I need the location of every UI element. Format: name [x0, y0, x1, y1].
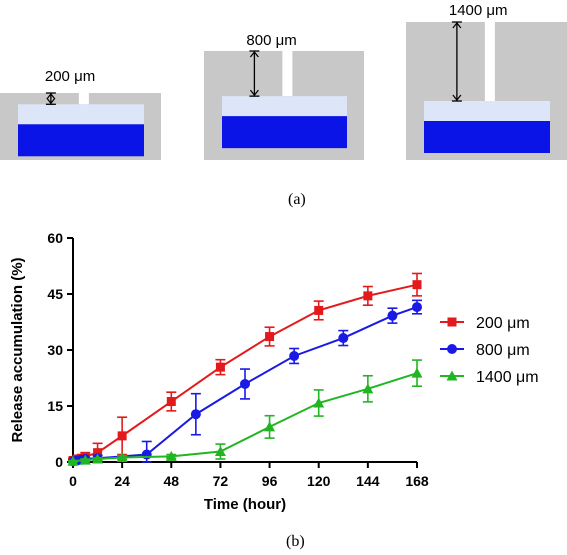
arrowhead-up — [46, 93, 56, 100]
release-chart: 0 24 48 72 96 120 144 168 0 15 30 45 60 Time (hour) Re… — [9, 230, 539, 513]
data-point-triangle — [79, 454, 91, 465]
device-3: 1400 μm — [406, 2, 567, 160]
data-point-circle — [289, 350, 300, 361]
x-tick-label: 72 — [213, 473, 229, 489]
device-1: 200 μm — [0, 68, 161, 160]
data-point-circle — [412, 302, 422, 313]
x-tick-label: 120 — [307, 473, 331, 489]
panel-a-caption: (a) — [288, 191, 306, 208]
data-point-circle — [338, 333, 349, 344]
legend-label: 800 μm — [476, 342, 530, 359]
data-point-circle — [190, 409, 201, 420]
data-point-triangle — [313, 397, 325, 408]
channel — [282, 51, 293, 97]
y-tick-label: 30 — [47, 342, 63, 358]
arrowhead-down — [46, 97, 56, 105]
data-point-triangle — [214, 446, 226, 457]
reservoir-light-layer — [222, 96, 347, 117]
panel-a-schematic: 200 μm 800 μm 1400 μm — [0, 0, 567, 190]
series-2 — [68, 299, 422, 467]
data-point-triangle — [264, 421, 276, 432]
legend-label: 1400 μm — [476, 369, 539, 386]
schematic-diagram: 200 μm 800 μm 1400 μm — [0, 2, 567, 160]
arrowhead-down — [249, 89, 259, 97]
x-tick-label: 0 — [69, 473, 77, 489]
x-tick-label: 144 — [356, 473, 380, 489]
device-2: 800 μm — [204, 32, 364, 160]
depth-label: 200 μm — [45, 68, 95, 85]
data-point-square — [412, 280, 422, 290]
reservoir-light-layer — [424, 101, 550, 121]
depth-label: 800 μm — [246, 32, 296, 49]
data-point-triangle — [116, 452, 128, 463]
data-point-triangle — [362, 383, 374, 394]
x-axis-label: Time (hour) — [204, 496, 286, 513]
data-point-square — [265, 332, 275, 342]
data-point-square — [117, 431, 127, 441]
data-point-triangle — [165, 450, 177, 461]
y-tick-label: 15 — [47, 398, 63, 414]
data-point-circle — [387, 310, 398, 321]
arrowhead-up — [249, 51, 259, 58]
reservoir-dark-layer — [222, 116, 347, 149]
y-tick-label: 60 — [47, 230, 63, 246]
x-tick-label: 168 — [405, 473, 429, 489]
data-point-square — [93, 448, 103, 458]
panel-b-caption: (b) — [286, 533, 305, 550]
depth-label: 1400 μm — [449, 2, 508, 19]
reservoir-dark-layer — [424, 121, 550, 153]
data-point-triangle — [92, 453, 104, 464]
legend-label: 200 μm — [476, 315, 530, 332]
y-tick-label: 45 — [47, 286, 63, 302]
data-point-triangle — [446, 370, 458, 381]
panel-b-chart: 0 24 48 72 96 120 144 168 0 15 30 45 60 Time (hour) Re… — [0, 225, 567, 525]
data-point-triangle — [67, 455, 79, 466]
data-point-square — [166, 397, 176, 407]
reservoir-light-layer — [18, 104, 144, 125]
data-point-triangle — [411, 367, 423, 378]
y-axis-label: Release accumulation (%) — [9, 257, 26, 442]
data-point-square — [314, 305, 324, 315]
reservoir-dark-layer — [18, 124, 144, 157]
data-point-circle — [447, 344, 457, 354]
data-point-square — [447, 317, 457, 327]
series-line — [72, 372, 418, 463]
y-tick-label: 0 — [55, 454, 63, 470]
arrowhead-up — [452, 22, 462, 29]
channel — [78, 93, 89, 105]
x-tick-label: 48 — [163, 473, 179, 489]
channel — [484, 22, 495, 101]
series-3 — [67, 359, 423, 466]
data-point-square — [215, 362, 225, 372]
data-point-circle — [240, 378, 250, 389]
arrowhead-down — [452, 94, 462, 101]
data-point-square — [363, 291, 373, 301]
x-tick-label: 24 — [114, 473, 130, 489]
x-tick-label: 96 — [262, 473, 278, 489]
